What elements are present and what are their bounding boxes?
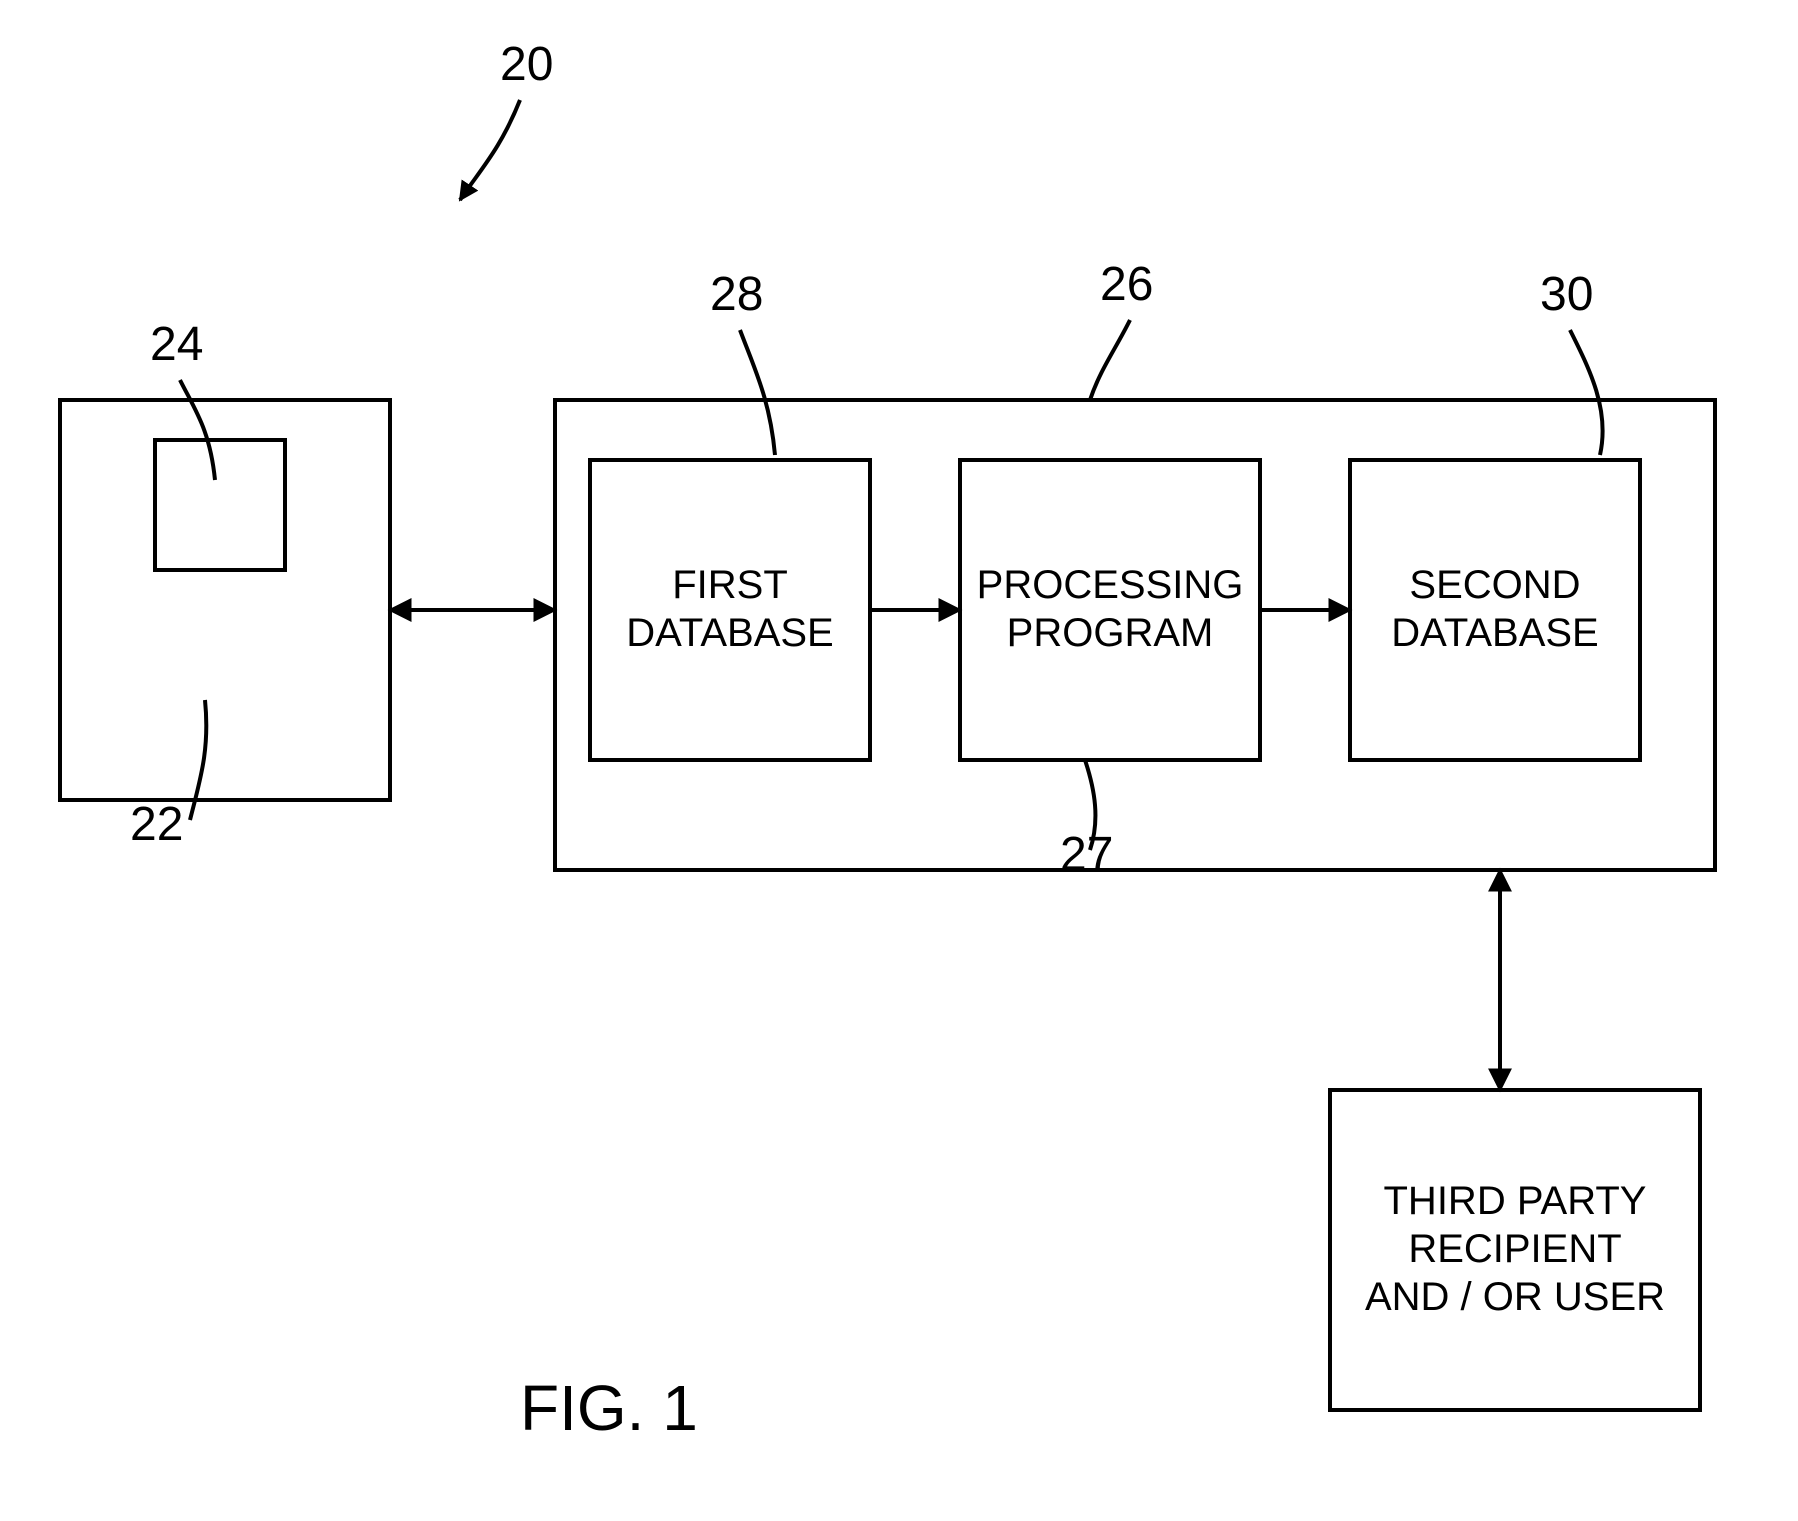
third_party-line-1: RECIPIENT (1408, 1227, 1621, 1271)
inner_24 (155, 440, 285, 570)
second_db-line-1: DATABASE (1391, 611, 1598, 655)
second_db: SECONDDATABASE (1350, 460, 1640, 760)
third_party-line-0: THIRD PARTY (1384, 1179, 1647, 1223)
ref-label-28: 28 (710, 268, 763, 321)
processing-line-1: PROGRAM (1007, 611, 1214, 655)
figure-label: FIG. 1 (520, 1372, 698, 1444)
first_db-line-0: FIRST (672, 563, 788, 607)
ref-label-22: 22 (130, 798, 183, 851)
third_party: THIRD PARTYRECIPIENTAND / OR USER (1330, 1090, 1700, 1410)
first_db: FIRSTDATABASE (590, 460, 870, 760)
ref-label-26: 26 (1100, 258, 1153, 311)
ref-label-20: 20 (500, 38, 553, 91)
second_db-line-0: SECOND (1409, 563, 1580, 607)
leader-20 (460, 100, 520, 200)
ref-label-27: 27 (1060, 828, 1113, 881)
processing-line-0: PROCESSING (977, 563, 1244, 607)
ref-label-30: 30 (1540, 268, 1593, 321)
ref-label-24: 24 (150, 318, 203, 371)
first_db-line-1: DATABASE (626, 611, 833, 655)
processing: PROCESSINGPROGRAM (960, 460, 1260, 760)
leader-26 (1090, 320, 1130, 400)
third_party-line-2: AND / OR USER (1365, 1275, 1665, 1319)
